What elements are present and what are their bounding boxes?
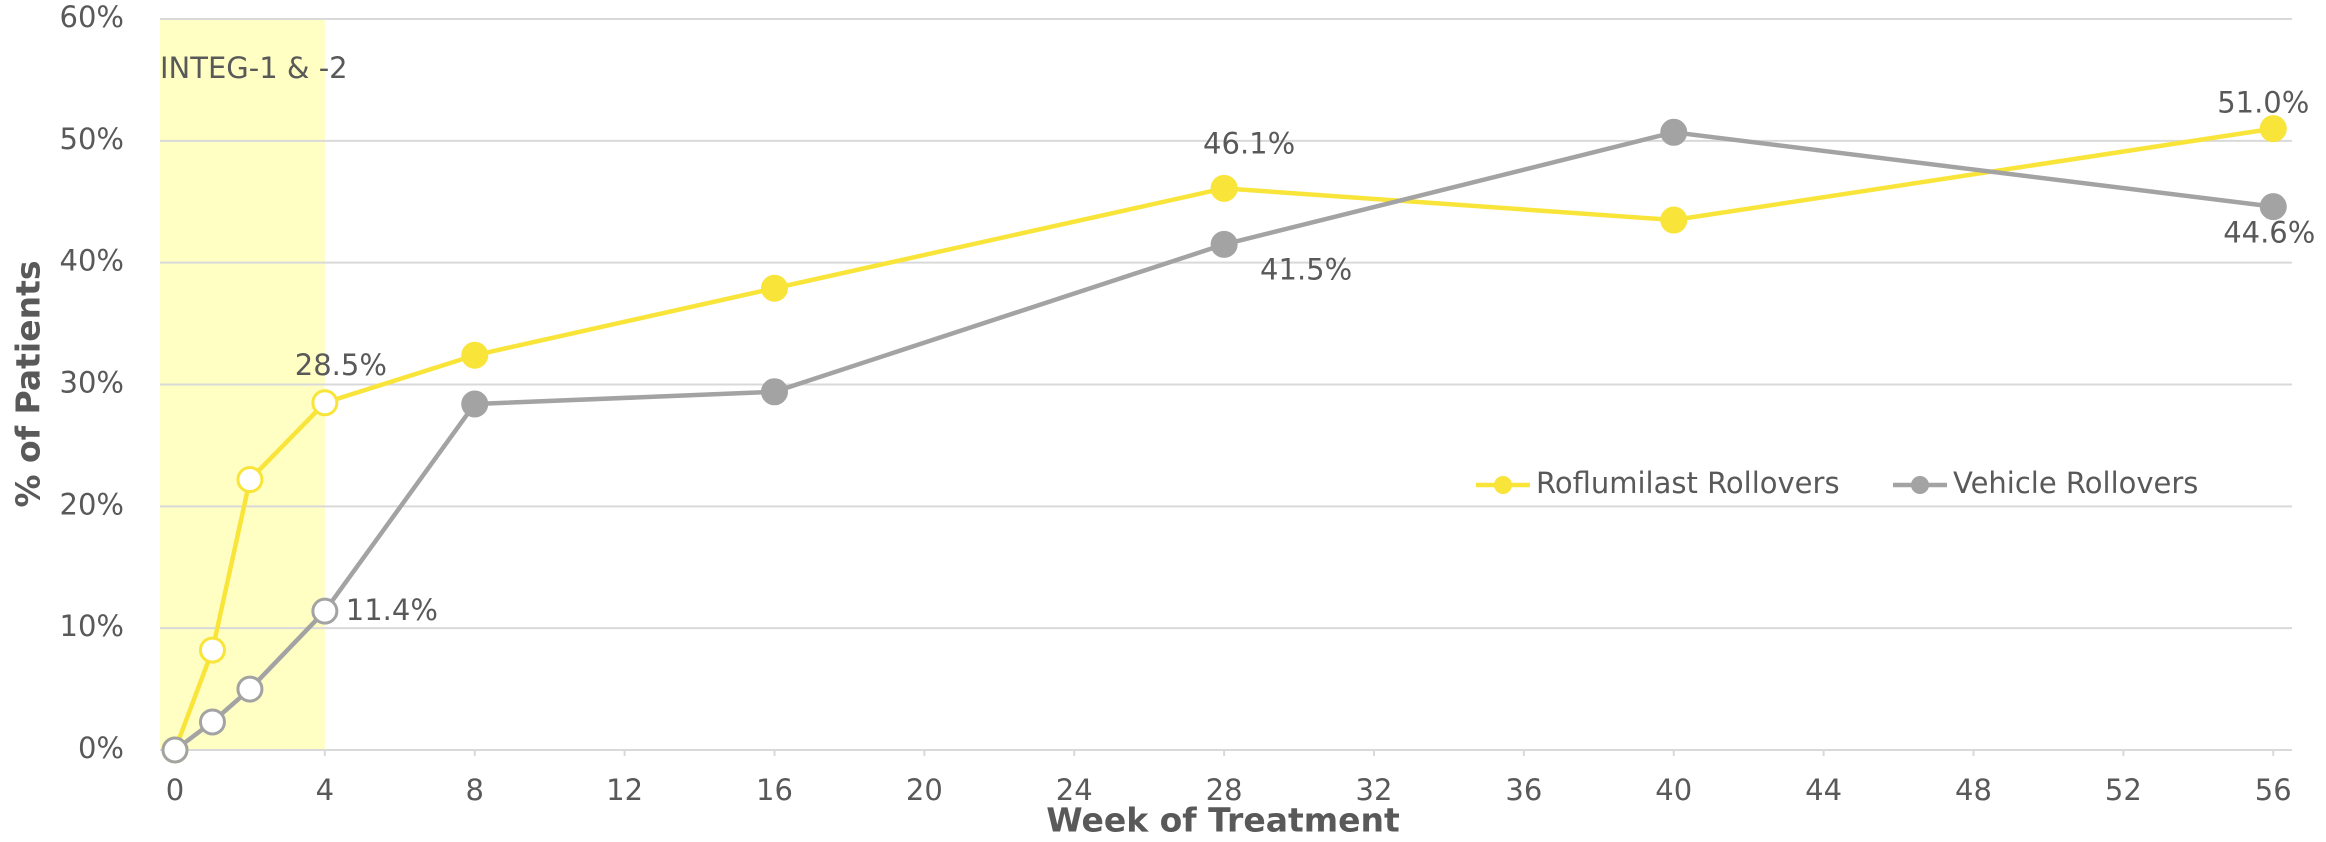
x-tick-label: 56 [2255,773,2292,807]
x-tick-label: 24 [1056,773,1093,807]
data-point [760,378,788,406]
data-point [1210,174,1238,202]
data-label: 46.1% [1203,126,1295,160]
x-tick-label: 36 [1505,773,1542,807]
x-tick-label: 16 [756,773,793,807]
x-tick-label: 12 [606,773,643,807]
data-label: 28.5% [295,348,387,382]
data-point [236,466,264,494]
y-axis-title: % of Patients [9,260,48,507]
y-tick-label: 30% [60,366,124,400]
x-tick-label: 20 [906,773,943,807]
data-label: 51.0% [2217,86,2309,120]
data-point [2259,115,2287,143]
data-point [1660,206,1688,234]
x-tick-label: 44 [1805,773,1842,807]
data-point [311,597,339,625]
x-axis-title: Week of Treatment [1046,801,1400,840]
y-tick-label: 20% [60,487,124,521]
data-point [311,389,339,417]
data-point [198,708,226,736]
x-tick-label: 40 [1655,773,1692,807]
x-tick-label: 8 [466,773,484,807]
x-tick-label: 52 [2105,773,2142,807]
x-tick-label: 4 [316,773,334,807]
legend-label: Vehicle Rollovers [1953,466,2198,500]
data-point [1210,230,1238,258]
data-label: 44.6% [2223,216,2315,250]
x-tick-label: 32 [1356,773,1393,807]
data-point [1660,118,1688,146]
y-tick-label: 50% [60,122,124,156]
data-point [2259,193,2287,221]
data-point [236,675,264,703]
legend-label: Roflumilast Rollovers [1536,466,1840,500]
data-point [760,274,788,302]
y-tick-label: 60% [60,0,124,34]
region-label: INTEG-1 & -2 [160,51,348,85]
data-point [161,736,189,764]
data-point [461,341,489,369]
y-tick-label: 40% [60,244,124,278]
data-point [461,390,489,418]
x-tick-label: 0 [166,773,184,807]
y-tick-label: 0% [78,731,124,765]
legend-marker [1494,476,1512,494]
y-tick-label: 10% [60,609,124,643]
series-line [173,130,2274,752]
data-label: 11.4% [346,593,438,627]
series-line [172,126,2274,751]
legend-marker [1911,476,1929,494]
x-tick-label: 28 [1206,773,1243,807]
data-label: 41.5% [1260,252,1352,286]
data-point [198,636,226,664]
x-tick-label: 48 [1955,773,1992,807]
